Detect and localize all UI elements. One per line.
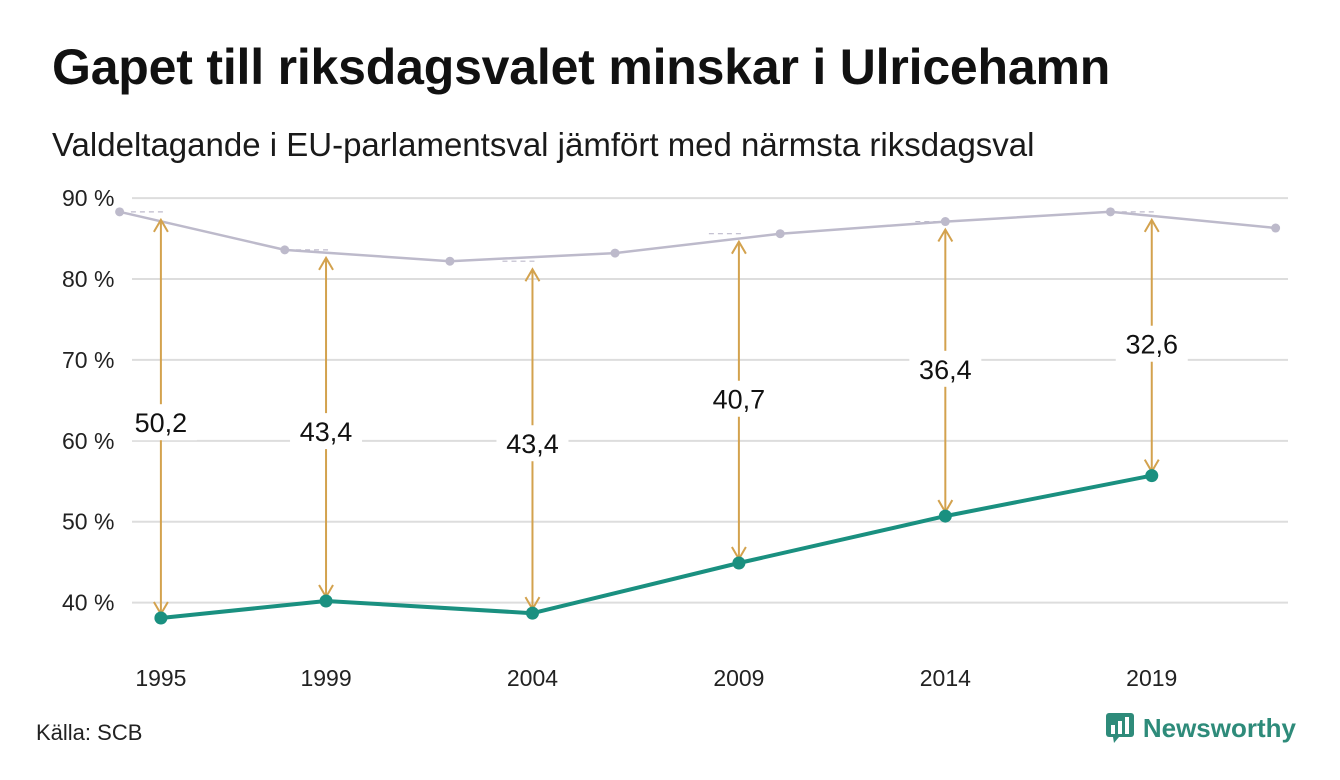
source-note: Källa: SCB xyxy=(36,720,143,745)
gap-label-bg xyxy=(1115,325,1188,362)
gap-label-bg xyxy=(290,413,363,450)
brand-name: Newsworthy xyxy=(1142,712,1296,743)
gap-label: 36,4 xyxy=(919,355,972,385)
chart-subtitle: Valdeltagande i EU-parlamentsval jämfört… xyxy=(52,126,1035,163)
gap-arrow-head-up xyxy=(153,217,169,233)
eu-series xyxy=(154,469,1159,625)
x-tick-label: 2004 xyxy=(507,665,558,691)
y-tick-label: 40 % xyxy=(62,590,114,616)
riksdag-point xyxy=(115,207,125,217)
gap-label-bg xyxy=(909,350,982,387)
gap-label: 40,7 xyxy=(713,385,766,415)
newsworthy-logo: Newsworthy xyxy=(1105,712,1296,744)
gap-label-bg xyxy=(702,380,775,417)
gap-label-bg xyxy=(124,404,197,441)
y-axis-ticks: 40 % 50 % 60 % 70 % 80 % 90 % xyxy=(62,185,114,616)
riksdag-point xyxy=(1271,223,1281,233)
eu-point xyxy=(732,556,746,570)
gap-label: 43,4 xyxy=(300,417,353,447)
y-tick-label: 50 % xyxy=(62,509,114,535)
eu-point xyxy=(319,594,333,608)
riksdag-point xyxy=(610,248,620,258)
y-tick-label: 90 % xyxy=(62,185,114,211)
x-tick-label: 1995 xyxy=(135,665,186,691)
riksdag-series xyxy=(115,207,1281,266)
gap-arrow-head-up xyxy=(524,267,541,282)
y-tick-label: 80 % xyxy=(62,266,114,292)
gap-label: 43,4 xyxy=(506,429,559,459)
riksdag-line xyxy=(119,210,1276,263)
gap-label-bg xyxy=(496,425,569,462)
eu-point xyxy=(938,509,952,523)
eu-point xyxy=(154,611,168,625)
gap-arrow-head-up xyxy=(318,255,334,271)
riksdag-point xyxy=(445,256,455,266)
riksdag-point xyxy=(1105,207,1115,217)
y-tick-label: 60 % xyxy=(62,428,114,454)
riksdag-point xyxy=(775,229,785,239)
x-tick-label: 1999 xyxy=(300,665,351,691)
gap-label: 32,6 xyxy=(1125,330,1178,360)
chart-bubble-icon xyxy=(1105,712,1135,744)
eu-point xyxy=(525,606,539,620)
gap-label: 50,2 xyxy=(135,408,188,438)
y-tick-label: 70 % xyxy=(62,347,114,373)
gap-arrow-head-up xyxy=(937,227,954,243)
eu-line xyxy=(160,473,1153,620)
x-tick-label: 2014 xyxy=(920,665,971,691)
x-tick-label: 2009 xyxy=(713,665,764,691)
riksdag-point xyxy=(280,245,290,255)
gap-arrow-head-up xyxy=(731,239,747,255)
gap-arrow-head-up xyxy=(1143,217,1160,233)
gap-labels: 50,2 43,4 43,4 40,7 36,4 32,6 xyxy=(124,325,1188,462)
eu-point xyxy=(1145,469,1159,483)
x-axis-ticks: 1995 1999 2004 2009 2014 2019 xyxy=(135,665,1177,691)
gap-arrows xyxy=(130,211,1160,616)
chart-title: Gapet till riksdagsvalet minskar i Ulric… xyxy=(52,39,1111,95)
x-tick-label: 2019 xyxy=(1126,665,1177,691)
